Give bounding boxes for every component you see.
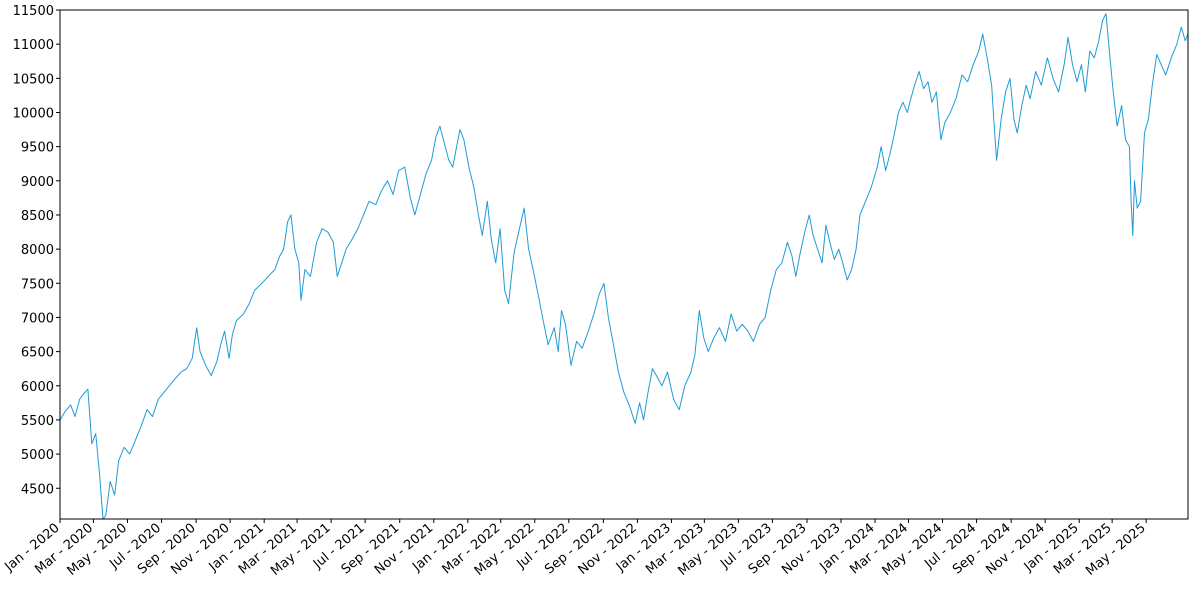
y-tick-label: 9000	[21, 175, 54, 190]
y-tick-label: 6500	[21, 346, 54, 361]
y-tick-label: 8500	[21, 209, 54, 224]
y-tick-label: 10500	[13, 72, 54, 87]
y-axis-ticks: 4500 5000 5500 6000 6500 7000 7500 8000 8500 9000…	[13, 4, 60, 497]
y-tick-label: 5000	[21, 448, 54, 463]
y-tick-label: 7000	[21, 311, 54, 326]
y-tick-label: 5500	[21, 414, 54, 429]
series-line	[59, 12, 1189, 520]
y-tick-label: 8000	[21, 243, 54, 258]
y-tick-label: 10000	[13, 106, 54, 121]
y-tick-label: 11500	[13, 4, 54, 19]
plot-frame	[59, 9, 1189, 520]
y-tick-label: 11000	[13, 38, 54, 53]
y-tick-label: 6000	[21, 380, 54, 395]
y-tick-label: 7500	[21, 277, 54, 292]
y-tick-label: 9500	[21, 141, 54, 156]
y-tick-label: 4500	[21, 482, 54, 497]
